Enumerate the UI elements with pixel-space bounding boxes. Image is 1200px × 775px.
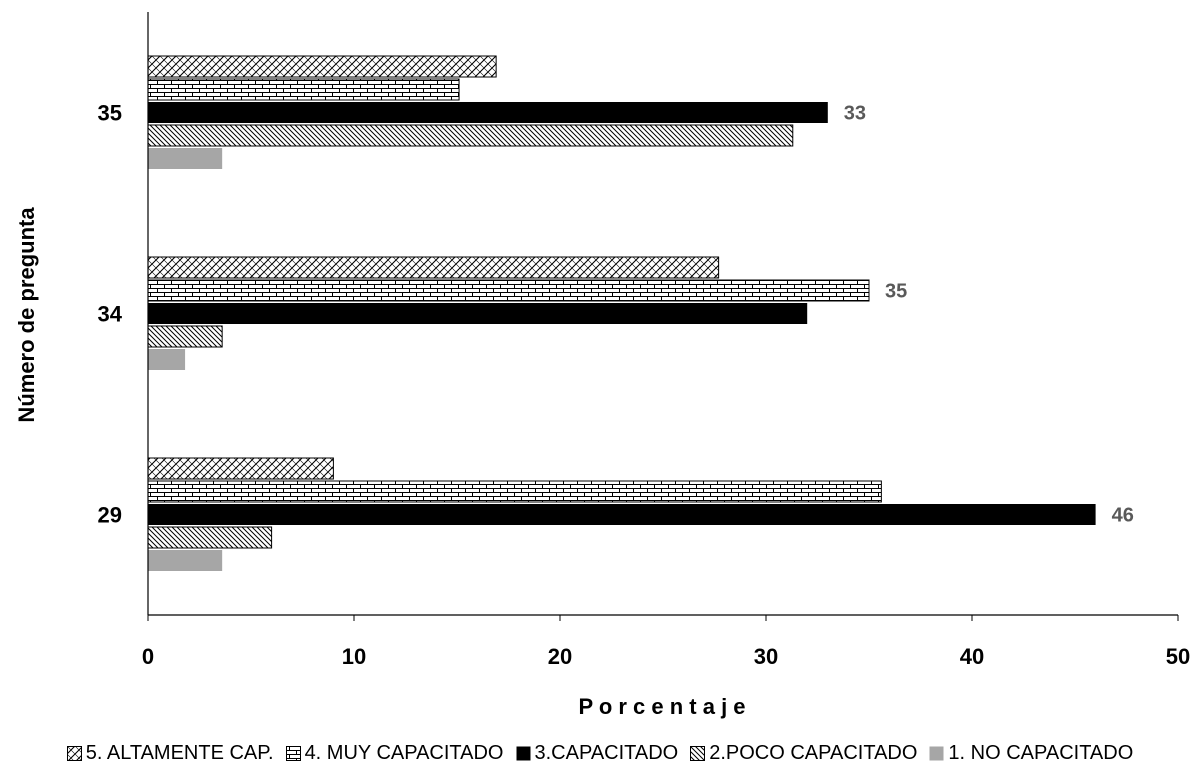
bar-3-capacitado-q29 xyxy=(148,504,1096,525)
y-tick-label: 34 xyxy=(98,302,123,327)
legend-item-2-poco-capacitado: 2.POCO CAPACITADO xyxy=(690,742,917,765)
bar-1-no-capacitado-q29 xyxy=(148,550,223,571)
legend-label: 2.POCO CAPACITADO xyxy=(709,741,918,764)
legend: 5. ALTAMENTE CAP. 4. MUY CAPACITADO 3.CAPA… xyxy=(0,736,1200,770)
bar-2-poco-capacitado-q34 xyxy=(147,325,223,348)
legend-item-5-altamente-cap: 5. ALTAMENTE CAP. xyxy=(66,741,274,765)
data-label: 33 xyxy=(844,103,866,125)
legend-item-4-muy-capacitado: 4. MUY CAPACITADO xyxy=(285,741,504,765)
legend-swatch xyxy=(66,745,82,761)
bar-1-no-capacitado-q35 xyxy=(148,148,223,169)
bar-5-altamente-cap-q35 xyxy=(147,55,497,78)
data-label: 46 xyxy=(1112,505,1134,527)
bar-5-altamente-cap-q34 xyxy=(147,256,720,279)
y-tick-label: 29 xyxy=(98,503,122,528)
x-tick-label: 10 xyxy=(342,644,366,669)
bar-3-capacitado-q34 xyxy=(148,303,808,324)
bars-layer xyxy=(147,55,1096,571)
bar-4-muy-capacitado-q35 xyxy=(147,78,460,101)
legend-label: 4. MUY CAPACITADO xyxy=(304,741,504,764)
legend-swatch xyxy=(929,746,944,760)
bar-1-no-capacitado-q34 xyxy=(148,349,186,370)
bar-2-poco-capacitado-q29 xyxy=(147,526,273,549)
legend-label: 3.CAPACITADO xyxy=(534,741,679,764)
legend-label: 1. NO CAPACITADO xyxy=(948,741,1134,764)
data-label: 35 xyxy=(885,281,907,303)
legend-item-1-no-capacitado: 1. NO CAPACITADO xyxy=(929,742,1133,765)
data-labels-layer: 46 35 33 xyxy=(844,103,1134,527)
legend-swatch xyxy=(690,745,706,761)
x-tick-label: 40 xyxy=(960,644,984,669)
legend-item-3-capacitado: 3.CAPACITADO xyxy=(516,741,679,765)
y-axis-title: Número de pregunta xyxy=(14,207,39,423)
bar-3-capacitado-q35 xyxy=(148,102,828,123)
x-tick-label: 30 xyxy=(754,644,778,669)
x-axis-ticks: 0 10 20 30 40 50 xyxy=(142,615,1190,669)
bar-4-muy-capacitado-q34 xyxy=(147,279,870,302)
x-tick-label: 50 xyxy=(1166,644,1190,669)
bar-chart: 0 10 20 30 40 50 29 34 35 46 35 33 P o r c e n t … xyxy=(14,12,1190,719)
x-tick-label: 0 xyxy=(142,644,154,669)
bar-2-poco-capacitado-q35 xyxy=(147,124,794,147)
x-axis-title: P o r c e n t a j e xyxy=(578,694,745,719)
legend-swatch xyxy=(285,745,301,761)
bar-5-altamente-cap-q29 xyxy=(147,457,334,480)
legend-swatch xyxy=(516,746,530,760)
bar-4-muy-capacitado-q29 xyxy=(147,480,882,503)
y-tick-label: 35 xyxy=(98,101,122,126)
x-tick-label: 20 xyxy=(548,644,572,669)
legend-label: 5. ALTAMENTE CAP. xyxy=(85,741,274,764)
y-axis-ticks: 29 34 35 xyxy=(98,101,123,528)
